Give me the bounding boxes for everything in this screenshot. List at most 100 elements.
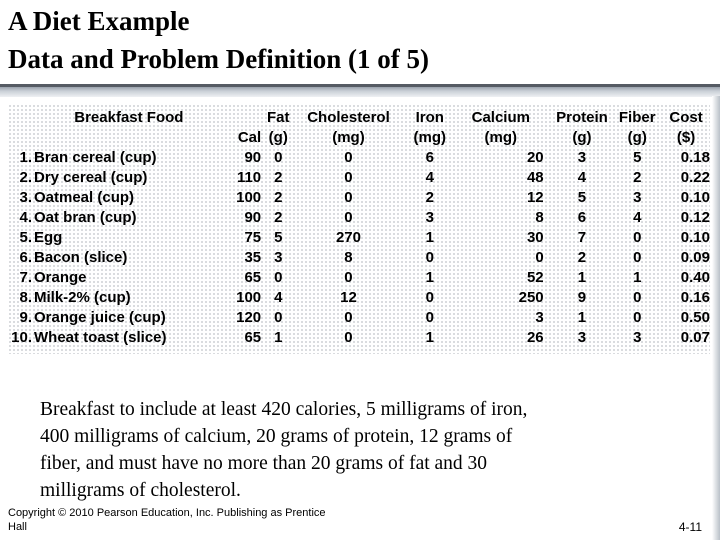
row-number: 3. (19, 189, 32, 206)
header-cal-top (220, 108, 261, 128)
cell-fiber: 3 (633, 189, 642, 206)
food-name: Orange juice (cup) (34, 309, 166, 326)
problem-text-line: Breakfast to include at least 420 calori… (40, 399, 528, 420)
table-row: 10. Wheat toast (slice) 65 1 0 1 26 3 3 0.07 (8, 328, 710, 348)
table-row: 5. Egg 75 5 270 1 30 7 0 0.10 (8, 228, 710, 248)
cell-calories: 65 (244, 269, 262, 286)
cell-cost: 0.07 (680, 329, 710, 346)
cell-cholesterol: 0 (344, 189, 353, 206)
problem-text-line: milligrams of cholesterol. (40, 480, 241, 501)
food-name: Wheat toast (slice) (34, 329, 167, 346)
cell-cholesterol: 0 (344, 329, 353, 346)
table-header-row-2: Cal (g) (mg) (mg) (mg) (g) (g) ($) (8, 128, 710, 148)
cell-cholesterol: 0 (344, 309, 353, 326)
cell-fiber: 2 (633, 169, 642, 186)
cell-calories: 35 (244, 249, 262, 266)
cell-cholesterol: 0 (344, 169, 353, 186)
cell-fiber: 5 (633, 149, 642, 166)
cell-cholesterol: 8 (344, 249, 353, 266)
cell-calcium: 26 (526, 329, 544, 346)
header-fiber: Fiber (618, 109, 656, 126)
cell-calcium: 8 (535, 209, 544, 226)
cell-food: 6. Bacon (slice) (8, 248, 220, 268)
diet-data-table: Breakfast Food Fat Cholesterol Iron Calc… (8, 108, 710, 348)
cell-fiber: 0 (633, 229, 642, 246)
header-cost-unit: ($) (676, 129, 696, 146)
cell-calories: 110 (236, 169, 262, 186)
food-name: Dry cereal (cup) (34, 169, 148, 186)
cell-fat: 4 (274, 289, 283, 306)
cell-cost: 0.40 (680, 269, 710, 286)
table-row: 6. Bacon (slice) 35 3 8 0 0 2 0 0.09 (8, 248, 710, 268)
header-calcium: Calcium (471, 109, 530, 126)
title-line-1: A Diet Example (8, 6, 190, 36)
header-food-unit (8, 128, 220, 148)
row-number: 5. (19, 229, 32, 246)
diet-data-table-panel: Breakfast Food Fat Cholesterol Iron Calc… (8, 104, 710, 354)
food-name: Oatmeal (cup) (34, 189, 135, 206)
cell-cholesterol: 12 (340, 289, 357, 306)
table-row: 2. Dry cereal (cup) 110 2 0 4 48 4 2 0.22 (8, 168, 710, 188)
cell-fat: 2 (274, 169, 283, 186)
cell-cost: 0.22 (680, 169, 710, 186)
problem-constraints-text: Breakfast to include at least 420 calori… (40, 396, 700, 504)
cell-iron: 0 (425, 249, 434, 266)
row-number: 6. (19, 249, 32, 266)
cell-fat: 2 (274, 209, 283, 226)
cell-calories: 90 (244, 209, 262, 226)
table-row: 9. Orange juice (cup) 120 0 0 0 3 1 0 0.50 (8, 308, 710, 328)
problem-text-line: fiber, and must have no more than 20 gra… (40, 453, 488, 474)
cell-fiber: 4 (633, 209, 642, 226)
title-divider-gradient (0, 87, 720, 97)
food-name: Oat bran (cup) (34, 209, 137, 226)
cell-food: 7. Orange (8, 268, 220, 288)
cell-cholesterol: 270 (335, 229, 361, 246)
cell-protein: 7 (577, 229, 587, 246)
cell-cost: 0.12 (680, 209, 710, 226)
cell-protein: 3 (577, 329, 587, 346)
cell-cost: 0.16 (680, 289, 710, 306)
cell-iron: 1 (425, 269, 434, 286)
cell-protein: 3 (577, 149, 587, 166)
cell-food: 8. Milk-2% (cup) (8, 288, 220, 308)
cell-cholesterol: 0 (344, 149, 353, 166)
header-iron-unit: (mg) (413, 129, 447, 146)
cell-protein: 4 (577, 169, 587, 186)
cell-iron: 2 (425, 189, 434, 206)
cell-fat: 2 (274, 189, 283, 206)
copyright-footer: Copyright © 2010 Pearson Education, Inc.… (8, 506, 368, 534)
cell-calories: 100 (236, 289, 262, 306)
cell-iron: 6 (425, 149, 434, 166)
cell-food: 4. Oat bran (cup) (8, 208, 220, 228)
table-row: 4. Oat bran (cup) 90 2 0 3 8 6 4 0.12 (8, 208, 710, 228)
cell-iron: 1 (425, 229, 434, 246)
cell-calcium: 250 (518, 289, 544, 306)
cell-iron: 0 (425, 309, 434, 326)
cell-protein: 9 (577, 289, 587, 306)
cell-iron: 4 (425, 169, 434, 186)
slide-title: A Diet Example Data and Problem Definiti… (8, 2, 708, 78)
cell-protein: 6 (577, 209, 587, 226)
header-fat: Fat (266, 109, 290, 126)
cell-cost: 0.50 (680, 309, 710, 326)
row-number: 7. (19, 269, 32, 286)
page-number: 4-11 (678, 520, 702, 534)
food-name: Bacon (slice) (34, 249, 128, 266)
header-protein: Protein (556, 109, 608, 126)
cell-fat: 0 (274, 309, 283, 326)
cell-food: 2. Dry cereal (cup) (8, 168, 220, 188)
table-row: 8. Milk-2% (cup) 100 4 12 0 250 9 0 0.16 (8, 288, 710, 308)
cell-food: 5. Egg (8, 228, 220, 248)
cell-iron: 1 (425, 329, 434, 346)
cell-calcium: 0 (535, 249, 544, 266)
header-protein-unit: (g) (572, 129, 592, 146)
cell-food: 9. Orange juice (cup) (8, 308, 220, 328)
cell-fat: 3 (274, 249, 283, 266)
cell-fat: 0 (274, 149, 283, 166)
cell-cost: 0.10 (680, 229, 710, 246)
cell-calories: 120 (236, 309, 262, 326)
cell-cost: 0.10 (680, 189, 710, 206)
header-fat-unit: (g) (268, 129, 288, 146)
cell-calcium: 3 (535, 309, 544, 326)
food-name: Bran cereal (cup) (34, 149, 157, 166)
